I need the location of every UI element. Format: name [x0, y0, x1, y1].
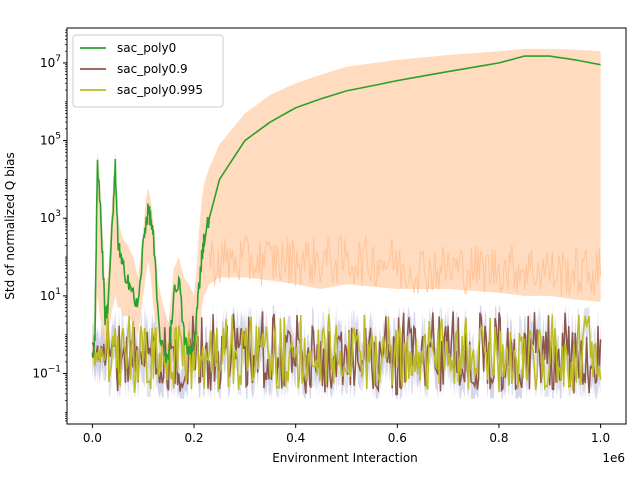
- x-axis-ticks: 0.0 0.2 0.4 0.6 0.8 1.0: [83, 424, 610, 445]
- y-tick-label: 103: [40, 209, 61, 225]
- legend-label: sac_poly0.995: [117, 83, 203, 97]
- x-tick-label: 1.0: [591, 431, 610, 445]
- series-lines: [91, 55, 602, 396]
- x-axis-offset-label: 1e6: [602, 451, 625, 465]
- x-tick-label: 0.8: [489, 431, 508, 445]
- x-axis-label: Environment Interaction: [272, 451, 418, 465]
- y-tick-label: 10−1: [32, 365, 61, 381]
- band-sac_poly0: [92, 48, 601, 374]
- plot-frame: [66, 27, 627, 425]
- legend-label: sac_poly0.9: [117, 62, 188, 76]
- line-sac_poly0: [91, 55, 601, 364]
- y-tick-label: 101: [40, 287, 61, 303]
- x-tick-label: 0.0: [83, 431, 102, 445]
- y-axis-label: Std of normalized Q bias: [3, 152, 17, 299]
- y-tick-label: 105: [40, 132, 61, 148]
- legend-label: sac_poly0: [117, 41, 176, 55]
- y-tick-label: 107: [40, 54, 61, 70]
- band-edge-sac_poly0: [208, 234, 602, 297]
- y-axis-ticks: 10−1 101 103 105 107: [32, 29, 67, 422]
- x-tick-label: 0.2: [184, 431, 203, 445]
- legend-box: [72, 34, 224, 108]
- x-tick-label: 0.6: [388, 431, 407, 445]
- x-tick-label: 0.4: [286, 431, 305, 445]
- line-sac_poly0.995: [91, 313, 602, 393]
- legend: sac_poly0 sac_poly0.9 sac_poly0.995: [72, 34, 224, 108]
